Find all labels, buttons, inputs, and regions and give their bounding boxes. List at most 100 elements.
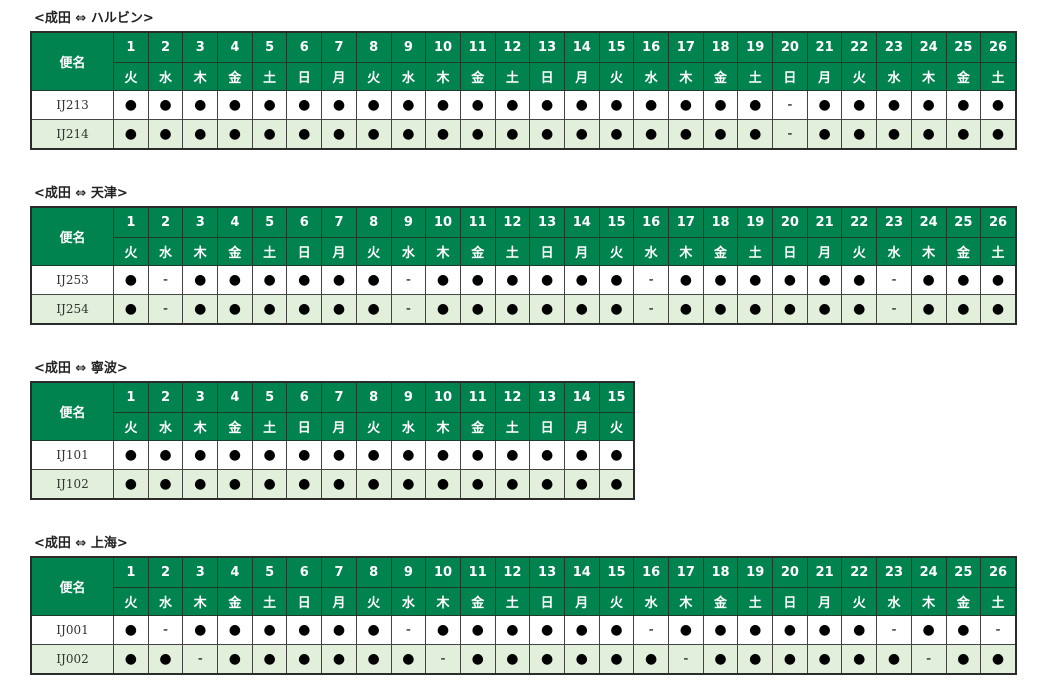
day-header: 6 [286, 556, 323, 588]
day-header: 4 [217, 206, 253, 238]
day-header: 12 [494, 206, 531, 238]
operating-mark: ● [910, 294, 947, 325]
operating-mark: ● [737, 119, 774, 150]
operating-mark: ● [286, 265, 323, 295]
operating-mark: ● [113, 294, 149, 325]
day-header: 16 [633, 556, 669, 588]
weekday-header: 金 [945, 587, 982, 616]
route-section: <成田 ⇔ ハルビン> 便名 1 2 3 4 5 6 7 8 9 10 11 12 13 14 15 16 17 18… [30, 11, 1017, 150]
weekday-header: 月 [563, 62, 600, 91]
not-operating-mark: - [147, 265, 184, 295]
weekday-header: 土 [251, 62, 288, 91]
weekday-header: 月 [321, 237, 357, 266]
operating-mark: ● [945, 265, 982, 295]
day-header: 6 [286, 31, 323, 63]
day-header: 13 [529, 381, 565, 413]
weekday-header: 火 [355, 587, 392, 616]
weekday-header: 月 [321, 587, 357, 616]
operating-mark: ● [529, 265, 565, 295]
not-operating-mark: - [390, 294, 427, 325]
day-header: 20 [772, 556, 808, 588]
operating-mark: ● [563, 119, 600, 150]
header-row-days: 便名 1 2 3 4 5 6 7 8 9 10 11 12 13 14 15 16 17 18 19 20 21 22 23 2… [30, 556, 1017, 616]
operating-mark: ● [182, 294, 219, 325]
operating-mark: ● [459, 615, 496, 645]
operating-mark: ● [494, 644, 531, 675]
day-header: 24 [910, 556, 947, 588]
operating-mark: ● [251, 90, 288, 120]
operating-mark: ● [251, 615, 288, 645]
not-operating-mark: - [633, 265, 669, 295]
weekday-header: 日 [286, 412, 323, 441]
operating-mark: ● [390, 440, 427, 470]
flight-schedule-table: 便名 1 2 3 4 5 6 7 8 9 10 11 12 13 14 15 16 17 18 19 20 21 22 23 2… [30, 556, 1017, 675]
day-header: 10 [425, 206, 461, 238]
operating-mark: ● [841, 119, 878, 150]
operating-mark: ● [980, 644, 1017, 675]
weekday-header: 水 [147, 62, 184, 91]
weekday-header: 土 [980, 237, 1017, 266]
weekday-header: 火 [113, 237, 149, 266]
operating-mark: ● [633, 119, 669, 150]
weekday-header: 月 [806, 237, 843, 266]
day-header: 7 [321, 206, 357, 238]
operating-mark: ● [737, 90, 774, 120]
operating-mark: ● [217, 119, 253, 150]
day-header: 19 [737, 206, 774, 238]
day-header: 4 [217, 381, 253, 413]
operating-mark: ● [702, 90, 739, 120]
weekday-header: 月 [563, 237, 600, 266]
day-header: 5 [251, 556, 288, 588]
route-title: <成田 ⇔ 上海> [34, 536, 128, 551]
weekday-header: 火 [598, 62, 635, 91]
not-operating-mark: - [633, 294, 669, 325]
day-header: 8 [355, 556, 392, 588]
weekday-header: 日 [286, 62, 323, 91]
operating-mark: ● [182, 90, 219, 120]
operating-mark: ● [355, 265, 392, 295]
weekday-header: 金 [217, 412, 253, 441]
day-header: 18 [702, 206, 739, 238]
day-header: 12 [494, 556, 531, 588]
weekday-header: 火 [355, 237, 392, 266]
flight-number: IJ214 [30, 119, 114, 150]
operating-mark: ● [563, 265, 600, 295]
operating-mark: ● [147, 119, 184, 150]
table-row: IJ213 ● ● ● ● ● ● ● ● ● ● ● ● ● ● ● ● ● ● ● - ● ● ● ● ● ● [30, 90, 1017, 120]
weekday-header: 月 [563, 587, 600, 616]
weekday-header: 土 [494, 412, 531, 441]
flight-number-header: 便名 [30, 206, 114, 266]
operating-mark: ● [598, 90, 635, 120]
day-header: 23 [876, 206, 912, 238]
operating-mark: ● [286, 90, 323, 120]
operating-mark: ● [563, 615, 600, 645]
operating-mark: ● [321, 615, 357, 645]
weekday-header: 水 [390, 412, 427, 441]
weekday-header: 月 [806, 62, 843, 91]
day-header: 17 [668, 31, 704, 63]
operating-mark: ● [806, 615, 843, 645]
day-header: 2 [147, 381, 184, 413]
day-header: 25 [945, 206, 982, 238]
operating-mark: ● [286, 119, 323, 150]
flight-schedule-table: 便名 1 2 3 4 5 6 7 8 9 10 11 12 13 14 15 16 17 18 19 20 21 22 23 2… [30, 31, 1017, 150]
route-section: <成田 ⇔ 上海> 便名 1 2 3 4 5 6 7 8 9 10 11 12 13 14 15 16 17 18 19… [30, 536, 1017, 675]
day-header: 3 [182, 556, 219, 588]
operating-mark: ● [702, 265, 739, 295]
not-operating-mark: - [876, 294, 912, 325]
operating-mark: ● [182, 469, 219, 500]
operating-mark: ● [945, 119, 982, 150]
operating-mark: ● [910, 265, 947, 295]
weekday-header: 木 [182, 412, 219, 441]
operating-mark: ● [806, 644, 843, 675]
operating-mark: ● [251, 440, 288, 470]
weekday-header: 水 [147, 412, 184, 441]
flight-number: IJ001 [30, 615, 114, 645]
weekday-header: 日 [529, 62, 565, 91]
operating-mark: ● [737, 644, 774, 675]
weekday-header: 日 [286, 237, 323, 266]
day-header: 6 [286, 206, 323, 238]
weekday-header: 土 [737, 237, 774, 266]
not-operating-mark: - [910, 644, 947, 675]
operating-mark: ● [563, 440, 600, 470]
